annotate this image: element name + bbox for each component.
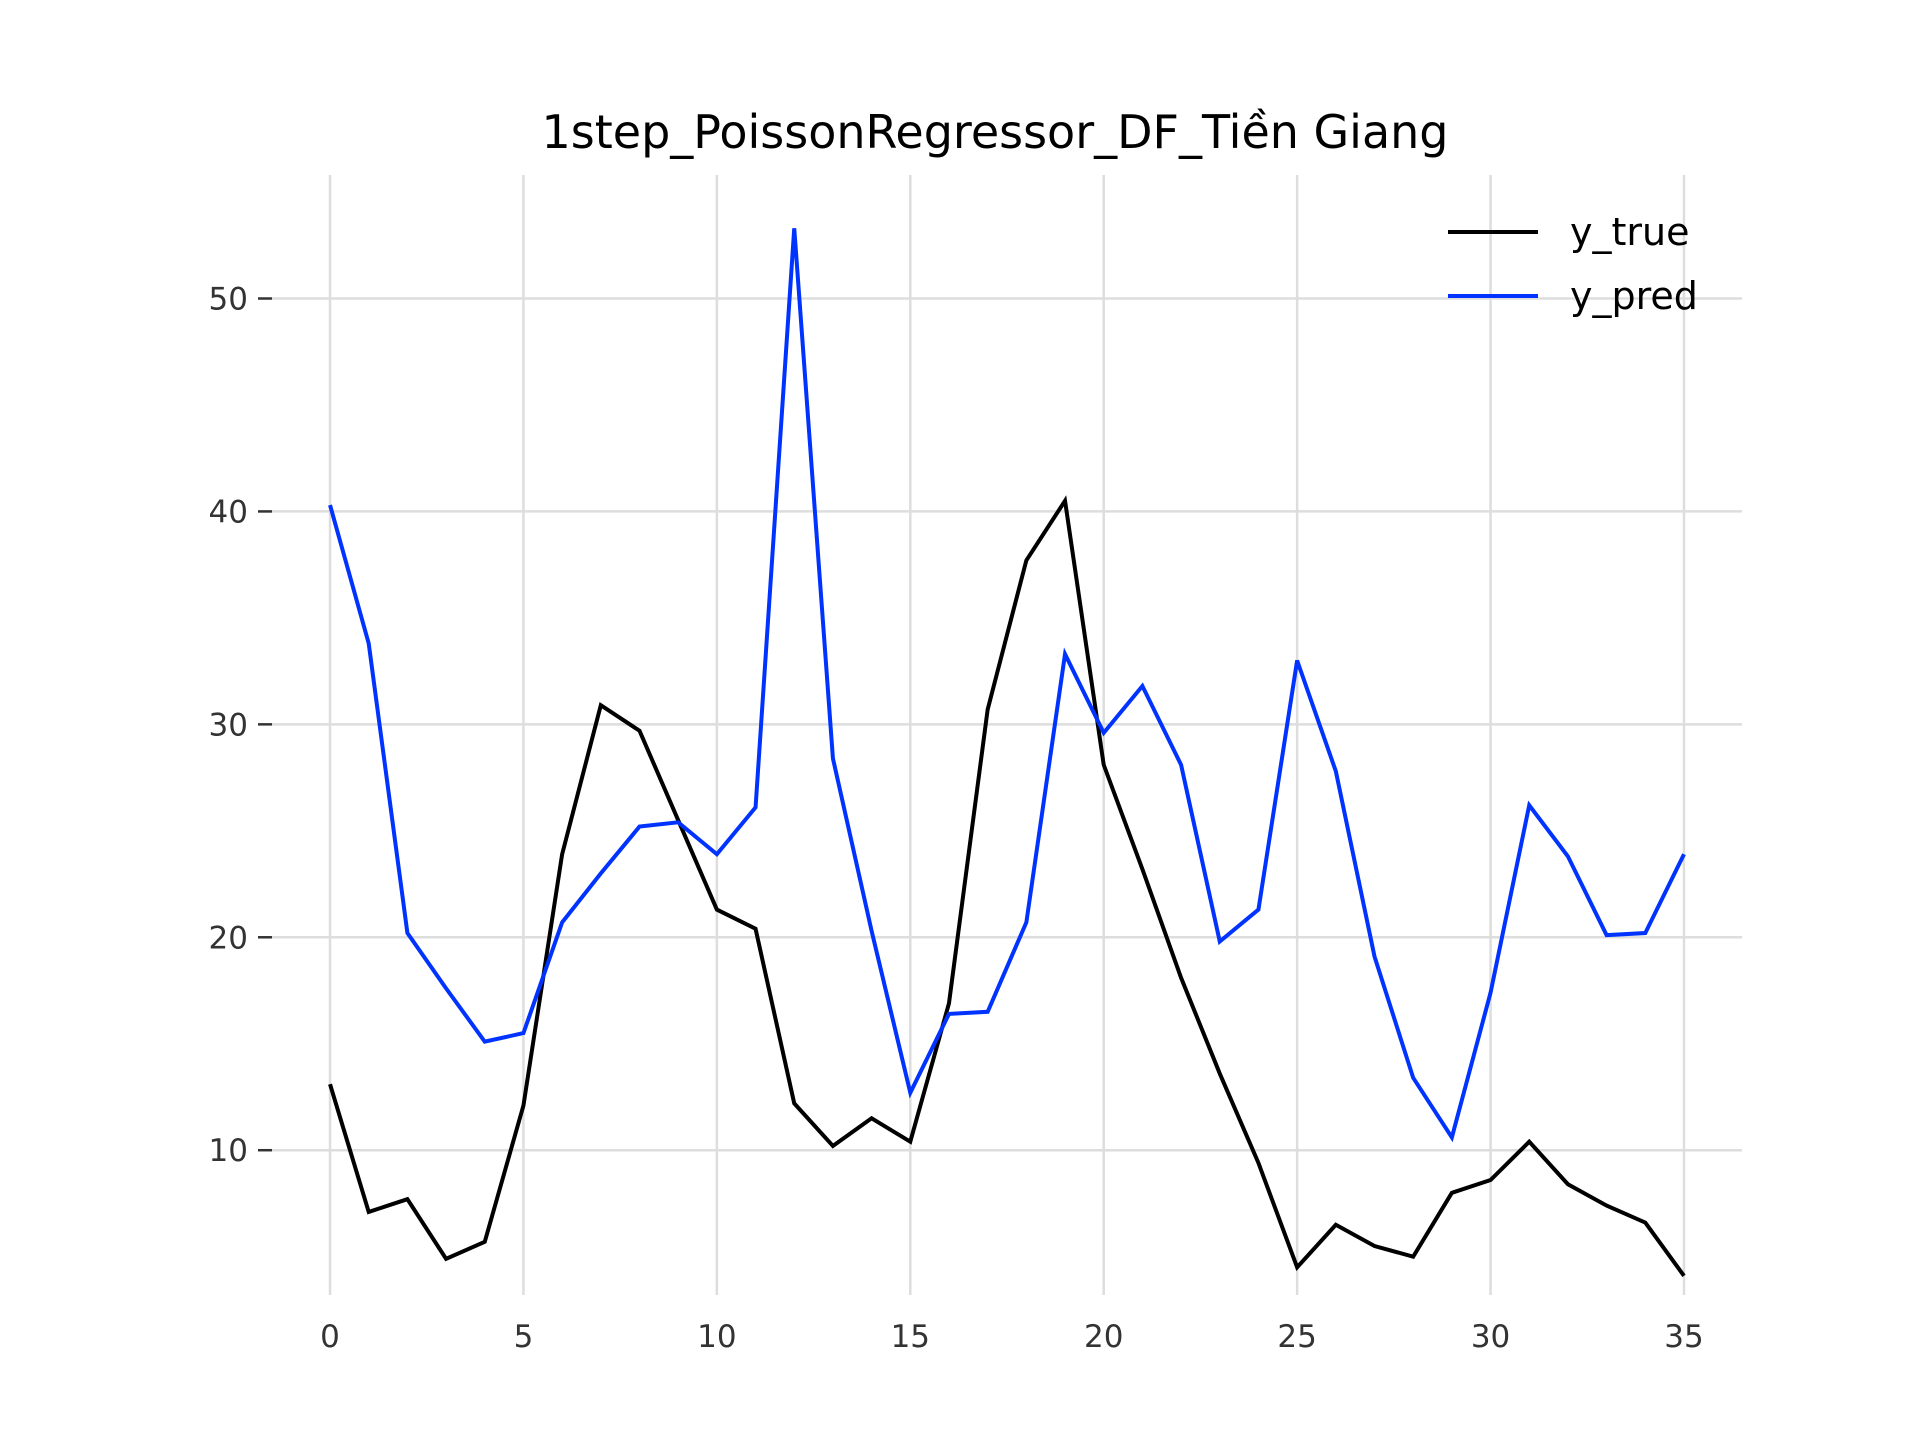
series-layer xyxy=(328,228,1686,1278)
legend-entry: y_true xyxy=(1448,210,1689,254)
legend-entry: y_pred xyxy=(1448,274,1698,318)
x-tick-label: 0 xyxy=(320,1319,340,1355)
y-tick-label: 40 xyxy=(209,494,248,530)
y-tick-label: 50 xyxy=(209,281,248,317)
y-tick-label: 10 xyxy=(209,1133,248,1169)
x-tick-label: 10 xyxy=(697,1319,736,1355)
x-tick-label: 20 xyxy=(1084,1319,1123,1355)
axis-layer: 0 5 10 15 20 25 30 35 10 20 30 40 50 xyxy=(209,281,1704,1355)
legend-label: y_pred xyxy=(1570,274,1698,318)
series-line-y-true xyxy=(328,495,1686,1278)
chart-title: 1step_PoissonRegressor_DF_Tiền Giang xyxy=(542,105,1449,159)
y-tick-label: 30 xyxy=(209,707,248,743)
x-tick-label: 5 xyxy=(514,1319,534,1355)
x-tick-label: 35 xyxy=(1664,1319,1703,1355)
x-tick-label: 30 xyxy=(1471,1319,1510,1355)
x-tick-label: 25 xyxy=(1277,1319,1316,1355)
legend-label: y_true xyxy=(1570,210,1689,254)
y-tick-label: 20 xyxy=(209,920,248,956)
grid-layer xyxy=(272,175,1742,1295)
x-tick-label: 15 xyxy=(891,1319,930,1355)
legend: y_true y_pred xyxy=(1448,210,1698,318)
series-line-y-pred xyxy=(328,228,1686,1143)
